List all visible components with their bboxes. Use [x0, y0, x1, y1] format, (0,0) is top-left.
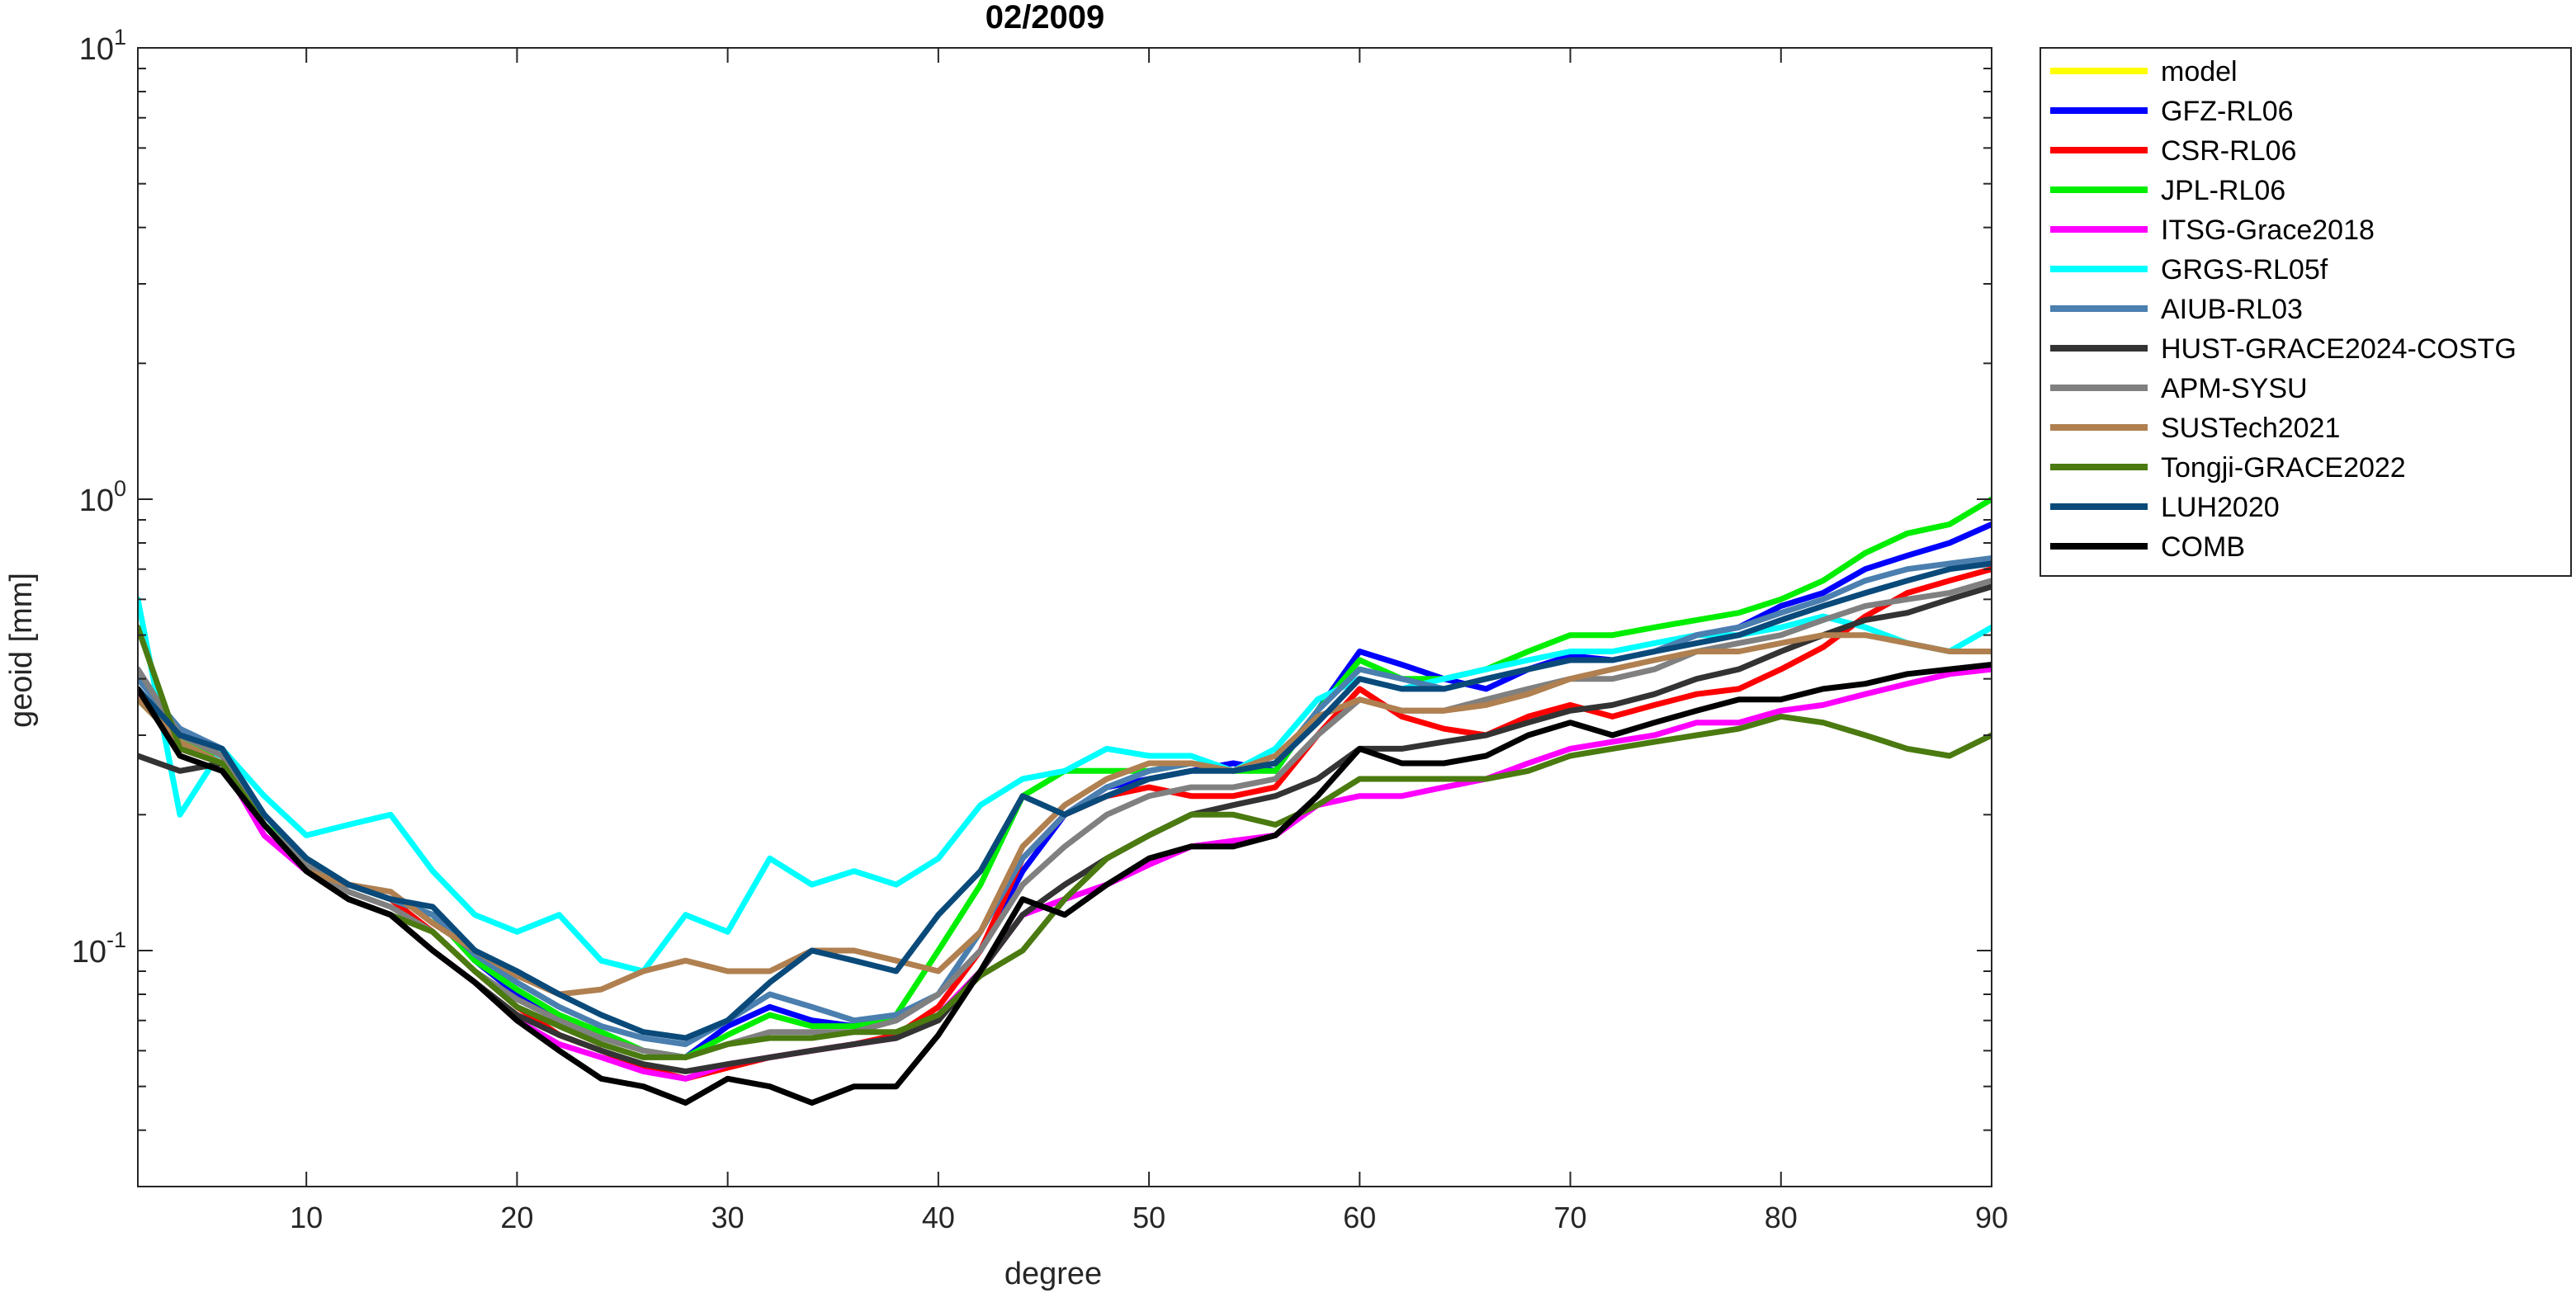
- y-tick-label-base: 10: [79, 32, 114, 67]
- y-tick-label-base: 10: [72, 935, 106, 970]
- x-tick-label: 90: [1975, 1201, 2008, 1234]
- legend-entry-label: ITSG-Grace2018: [2161, 215, 2375, 246]
- series-line-11: [138, 560, 1992, 1041]
- y-tick-label: 101: [79, 25, 126, 67]
- y-axis-label: geoid [mm]: [4, 573, 39, 728]
- legend-entry-label: LUH2020: [2161, 492, 2280, 523]
- y-tick-label: 10-1: [72, 927, 126, 970]
- legend-entry-label: JPL-RL06: [2161, 175, 2285, 206]
- legend-entry-label: HUST-GRACE2024-COSTG: [2161, 333, 2517, 365]
- x-tick-label: 80: [1765, 1201, 1798, 1234]
- x-tick-label: 10: [290, 1201, 323, 1234]
- legend-entry-label: SUSTech2021: [2161, 413, 2340, 444]
- legend-entry-label: APM-SYSU: [2161, 373, 2308, 404]
- legend-entry-label: Tongji-GRACE2022: [2161, 452, 2406, 484]
- series-line-10: [138, 624, 1992, 1060]
- x-tick-label: 30: [711, 1201, 744, 1234]
- legend-entry-label: model: [2161, 56, 2238, 87]
- x-axis-label: degree: [1004, 1257, 1102, 1291]
- legend-entry-label: GRGS-RL05f: [2161, 254, 2328, 285]
- series-lines: [138, 496, 1992, 1106]
- y-tick-label-base: 10: [79, 484, 114, 518]
- y-tick-label-exponent: 0: [114, 476, 126, 501]
- legend-entry-label: GFZ-RL06: [2161, 96, 2294, 127]
- legend: model GFZ-RL06 CSR-RL06 JPL-RL06 ITSG-Grace2…: [2040, 47, 2572, 577]
- series-line-9: [138, 632, 1992, 998]
- legend-entry-label: AIUB-RL03: [2161, 294, 2303, 325]
- y-tick-label-exponent: -1: [106, 927, 126, 952]
- y-tick-label-exponent: 1: [114, 25, 126, 50]
- series-line-12: [138, 662, 1992, 1106]
- x-tick-label: 70: [1554, 1201, 1587, 1234]
- legend-entry-label: COMB: [2161, 531, 2245, 563]
- y-tick-label: 100: [79, 476, 126, 518]
- axes-box: [137, 47, 1992, 1187]
- x-tick-label: 50: [1132, 1201, 1165, 1234]
- x-tick-label: 20: [500, 1201, 533, 1234]
- x-tick-label: 60: [1343, 1201, 1376, 1234]
- chart-title: 02/2009: [985, 0, 1105, 35]
- legend-entry-label: CSR-RL06: [2161, 135, 2296, 167]
- x-tick-label: 40: [922, 1201, 955, 1234]
